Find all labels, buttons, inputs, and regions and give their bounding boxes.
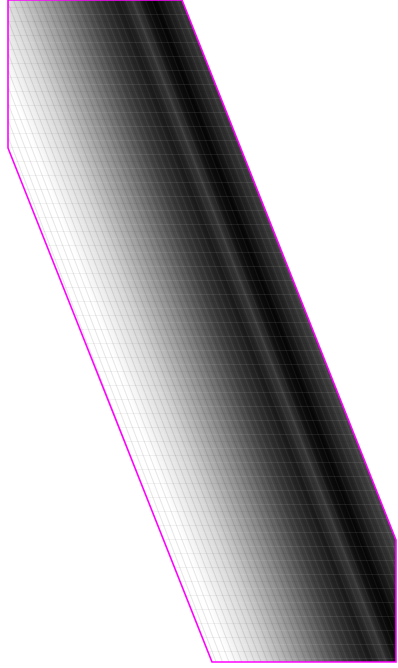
selection-outline	[7, 0, 397, 663]
